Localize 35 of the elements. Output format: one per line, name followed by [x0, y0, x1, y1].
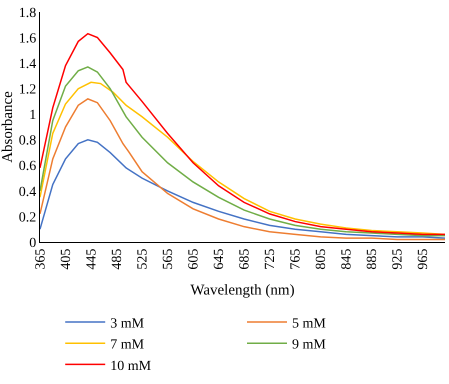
x-tick-label: 765 — [288, 248, 304, 270]
legend-label: 7 mM — [110, 338, 145, 353]
x-tick-label: 605 — [186, 248, 202, 270]
x-tick-label: 525 — [136, 248, 151, 270]
x-tick-label: 445 — [84, 248, 100, 270]
y-axis-title: Absorbance — [0, 90, 16, 163]
line-series — [40, 32, 445, 236]
y-tick-label: 1.4 — [18, 57, 36, 72]
y-tick-label: 1.8 — [18, 6, 36, 21]
x-tick-label: 365 — [34, 248, 49, 270]
y-tick-label: 0.4 — [18, 184, 36, 200]
y-tick-label: 0.8 — [18, 134, 36, 149]
x-tick-label: 845 — [340, 248, 355, 270]
x-tick-label: 485 — [110, 248, 126, 270]
x-tick-label: 565 — [161, 248, 176, 270]
y-tick-label: 0.6 — [18, 159, 36, 174]
y-tick-label: 0 — [29, 236, 36, 251]
legend-label: 5 mM — [292, 316, 326, 332]
y-tick-label: 1 — [29, 108, 36, 124]
x-tick-label: 685 — [238, 248, 253, 270]
y-tick-label: 1.6 — [18, 31, 36, 46]
legend-label: 10 mM — [110, 358, 152, 374]
x-tick-label: 645 — [212, 248, 228, 270]
y-tick-label: 1.2 — [18, 82, 36, 98]
x-tick-label: 405 — [59, 248, 74, 270]
x-tick-label: 925 — [390, 248, 406, 270]
legend-label: 9 mM — [292, 338, 326, 353]
x-tick-label: 725 — [263, 248, 278, 270]
y-tick-label: 0.2 — [18, 210, 36, 226]
x-tick-label: 805 — [314, 248, 330, 270]
x-tick-label: 885 — [365, 248, 380, 270]
legend-label: 3 mM — [110, 316, 145, 332]
x-axis-title: Wavelength (nm) — [190, 282, 295, 299]
x-tick-label: 965 — [416, 248, 432, 270]
line-series — [40, 139, 445, 239]
